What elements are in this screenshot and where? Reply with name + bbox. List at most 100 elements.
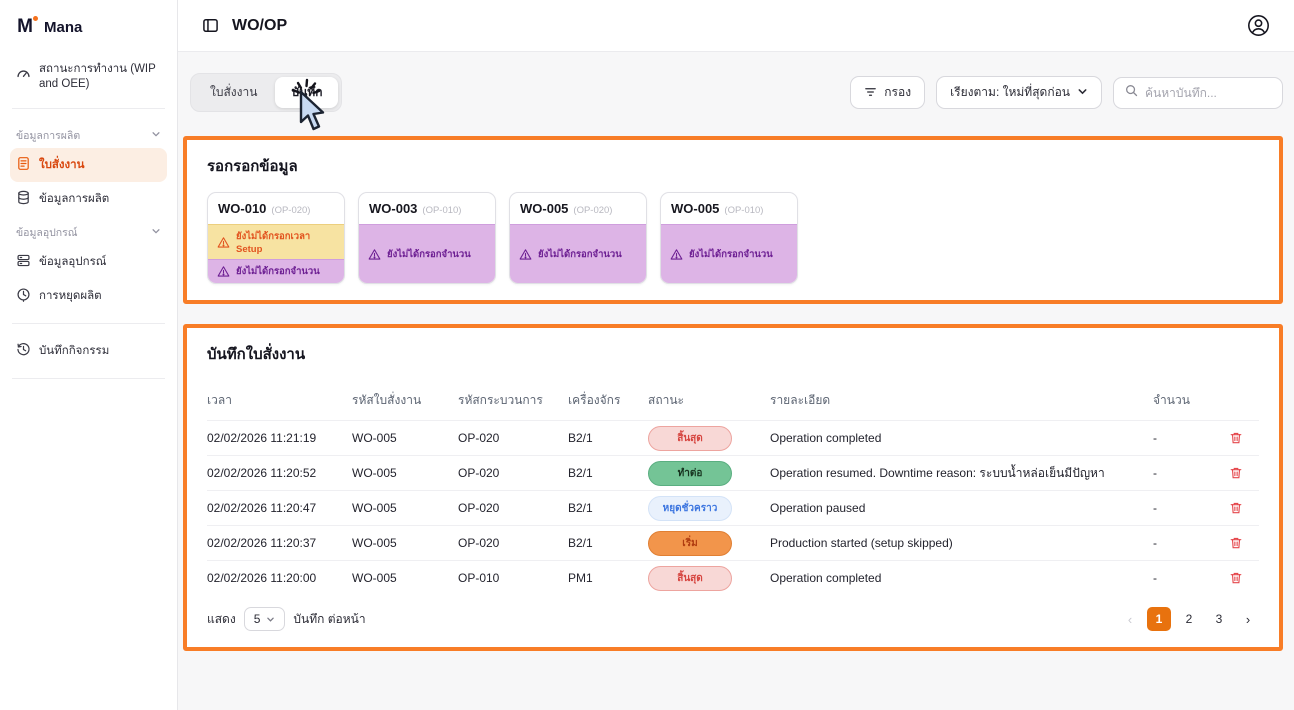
sidebar-group-production[interactable]: ข้อมูลการผลิต	[10, 119, 167, 148]
page-number-3[interactable]: 3	[1215, 612, 1223, 626]
wo-code-cell: WO-005	[352, 431, 397, 445]
per-page-label: บันทึก ต่อหน้า	[293, 611, 366, 626]
actions-cell	[1223, 561, 1259, 595]
search-input[interactable]	[1145, 85, 1271, 100]
warning-text: ยังไม่ได้กรอกจำนวน	[236, 266, 320, 277]
column-header-actions	[1223, 396, 1259, 404]
work-order-card[interactable]: WO-005 (OP-020) ยังไม่ได้กรอกจำนวน	[509, 192, 647, 284]
table-row: 02/02/2026 11:20:37 WO-005 OP-020 B2/1 เริ่ม…	[207, 525, 1259, 560]
warning-text: ยังไม่ได้กรอกจำนวน	[538, 248, 622, 260]
trash-icon	[1230, 502, 1242, 514]
sidebar-item-activity-log[interactable]: บันทึกกิจกรรม	[10, 334, 167, 368]
page-number-1[interactable]: 1	[1147, 607, 1171, 631]
page-size-select[interactable]: 5	[243, 607, 286, 631]
delete-row-button[interactable]	[1223, 530, 1249, 556]
op-code: (OP-020)	[573, 205, 613, 216]
work-order-card[interactable]: WO-010 (OP-020) ยังไม่ได้กรอกเวลา Setup ยัง…	[207, 192, 345, 284]
sidebar-item-work-orders[interactable]: ใบสั่งงาน	[10, 148, 167, 182]
work-order-card[interactable]: WO-005 (OP-010) ยังไม่ได้กรอกจำนวน	[660, 192, 798, 284]
next-page-icon[interactable]: ›	[1245, 611, 1251, 627]
wo-code-cell: WO-005	[352, 501, 397, 515]
table-header-row: เวลา รหัสใบสั่งงาน รหัสกระบวนการ เครื่อง…	[207, 380, 1259, 420]
status-badge: ทำต่อ	[648, 460, 732, 486]
wo-code-cell: WO-005	[352, 466, 397, 480]
quantity-cell: -	[1153, 501, 1157, 515]
wo-code: WO-005	[520, 201, 569, 216]
sidebar-item-production-data[interactable]: ข้อมูลการผลิต	[10, 182, 167, 216]
brand-name: Mana	[44, 18, 83, 36]
sidebar-item-label: บันทึกกิจกรรม	[39, 345, 110, 357]
delete-row-button[interactable]	[1223, 495, 1249, 521]
sidebar-item-label: ใบสั่งงาน	[39, 159, 85, 171]
wo-code: WO-003	[369, 201, 418, 216]
table-body: 02/02/2026 11:21:19 WO-005 OP-020 B2/1 สิ้นส…	[207, 420, 1259, 595]
table-row: 02/02/2026 11:20:00 WO-005 OP-010 PM1 สิ้นสุ…	[207, 560, 1259, 595]
column-header-wo-code: รหัสใบสั่งงาน	[352, 392, 422, 407]
status-badge: หยุดชั่วคราว	[648, 495, 732, 521]
warning-text: ยังไม่ได้กรอกเวลา Setup	[236, 231, 311, 255]
brand-logo: M Mana	[10, 14, 167, 52]
sidebar-item-label: สถานะการทำงาน (WIP and OEE)	[39, 63, 156, 90]
process-code-cell: OP-020	[458, 501, 500, 515]
wo-code-cell: WO-005	[352, 536, 397, 550]
tab-records[interactable]: บันทึก	[275, 77, 339, 108]
work-order-card-header: WO-003 (OP-010)	[359, 193, 495, 224]
process-code-cell: OP-020	[458, 431, 500, 445]
tab-work-orders[interactable]: ใบสั่งงาน	[210, 85, 258, 99]
log-section-annotation: บันทึกใบสั่งงาน เวลา รหัสใบสั่งงาน รหัสก…	[183, 324, 1283, 651]
filter-icon	[864, 85, 877, 101]
actions-cell	[1223, 491, 1259, 525]
time-cell: 02/02/2026 11:20:47	[207, 501, 317, 515]
sort-dropdown[interactable]: เรียงตาม: ใหม่ที่สุดก่อน	[936, 76, 1102, 109]
chevron-down-icon	[1077, 86, 1088, 100]
delete-row-button[interactable]	[1223, 425, 1249, 451]
trash-icon	[1230, 467, 1242, 479]
warning-band-setup: ยังไม่ได้กรอกเวลา Setup	[208, 224, 344, 259]
table-row: 02/02/2026 11:21:19 WO-005 OP-020 B2/1 สิ้นส…	[207, 420, 1259, 455]
page-size-value: 5	[253, 612, 261, 626]
detail-cell: Operation completed	[770, 571, 882, 585]
sidebar-group-equipment[interactable]: ข้อมูลอุปกรณ์	[10, 216, 167, 245]
machine-cell: B2/1	[568, 536, 593, 550]
divider	[12, 108, 165, 109]
warning-band-quantity: ยังไม่ได้กรอกจำนวน	[208, 259, 344, 283]
process-code-cell: OP-010	[458, 571, 500, 585]
wo-code-cell: WO-005	[352, 571, 397, 585]
actions-cell	[1223, 456, 1259, 490]
sidebar-item-equipment-data[interactable]: ข้อมูลอุปกรณ์	[10, 245, 167, 279]
quantity-cell: -	[1153, 466, 1157, 480]
search-box[interactable]	[1113, 76, 1283, 109]
column-header-status: สถานะ	[648, 392, 684, 407]
user-avatar-icon[interactable]	[1244, 12, 1272, 40]
quantity-cell: -	[1153, 571, 1157, 585]
work-order-card-header: WO-010 (OP-020)	[208, 193, 344, 224]
table-row: 02/02/2026 11:20:52 WO-005 OP-020 B2/1 ทำต่อ…	[207, 455, 1259, 490]
page-number-2[interactable]: 2	[1185, 612, 1193, 626]
delete-row-button[interactable]	[1223, 565, 1249, 591]
process-code-cell: OP-020	[458, 466, 500, 480]
column-header-machine: เครื่องจักร	[568, 392, 621, 407]
prev-page-icon[interactable]: ‹	[1127, 611, 1133, 627]
status-cell: หยุดชั่วคราว	[648, 492, 770, 525]
sidebar-item-downtime[interactable]: การหยุดผลิต	[10, 279, 167, 313]
filter-button[interactable]: กรอง	[850, 76, 926, 109]
show-label: แสดง	[207, 611, 236, 626]
warning-band-quantity: ยังไม่ได้กรอกจำนวน	[510, 224, 646, 283]
top-bar: WO/OP	[178, 0, 1294, 52]
sidebar-item-status-wip-oee[interactable]: สถานะการทำงาน (WIP and OEE)	[10, 52, 167, 98]
sidebar-toggle-icon[interactable]	[200, 16, 220, 36]
divider	[12, 323, 165, 324]
status-cell: สิ้นสุด	[648, 422, 770, 455]
sort-dropdown-label: เรียงตาม: ใหม่ที่สุดก่อน	[950, 85, 1070, 99]
warning-band-quantity: ยังไม่ได้กรอกจำนวน	[359, 224, 495, 283]
chevron-down-icon	[151, 226, 161, 239]
work-order-card[interactable]: WO-003 (OP-010) ยังไม่ได้กรอกจำนวน	[358, 192, 496, 284]
status-cell: เริ่ม	[648, 527, 770, 560]
machine-cell: B2/1	[568, 431, 593, 445]
warning-text: ยังไม่ได้กรอกจำนวน	[689, 248, 773, 260]
group-label-text: ข้อมูลอุปกรณ์	[16, 227, 78, 239]
machine-cell: PM1	[568, 571, 593, 585]
delete-row-button[interactable]	[1223, 460, 1249, 486]
warning-triangle-icon	[217, 236, 230, 248]
